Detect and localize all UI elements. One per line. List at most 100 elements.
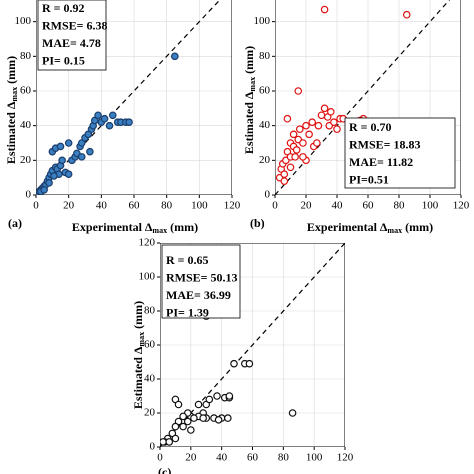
y-axis-label-main: Estimated Δ <box>4 101 18 164</box>
y-axis-label-unit: (mm) <box>4 56 18 87</box>
x-tick-label: 60 <box>129 200 141 212</box>
y-tick-label: 40 <box>259 119 271 131</box>
x-axis-label-main: Experimental Δ <box>307 220 388 234</box>
x-axis-label-sub: max <box>152 226 167 235</box>
plot-area <box>36 0 232 195</box>
point <box>230 359 238 368</box>
point <box>190 414 198 422</box>
point <box>171 422 180 431</box>
x-axis-label-sub: max <box>387 226 402 235</box>
y-axis-label-main: Estimated Δ <box>131 346 145 409</box>
x-axis-label-unit: (mm) <box>167 220 198 234</box>
x-tick-label: 100 <box>422 200 439 212</box>
stats-text: R = 0.65 <box>166 253 209 267</box>
point <box>294 87 303 95</box>
y-tick-label: 60 <box>20 85 32 97</box>
point <box>108 111 117 120</box>
point <box>165 438 174 446</box>
point <box>50 172 58 180</box>
point <box>299 139 307 147</box>
point <box>289 130 298 139</box>
x-tick-label: 40 <box>96 200 108 212</box>
point <box>286 163 295 172</box>
y-axis-label-sub: max <box>248 77 257 92</box>
point <box>125 118 133 127</box>
point <box>105 121 114 130</box>
point <box>77 139 86 147</box>
y-axis-label-unit: (mm) <box>242 46 256 77</box>
y-tick-label: 0 <box>150 441 156 453</box>
point <box>224 414 232 422</box>
stats-text: MAE= 11.82 <box>349 155 413 169</box>
stats-text: PI= 1.39 <box>166 305 209 319</box>
x-tick-label: 100 <box>306 452 323 464</box>
y-tick-label: 80 <box>20 50 32 62</box>
point <box>245 359 254 368</box>
x-axis-label-main: Experimental Δ <box>72 220 153 234</box>
point <box>40 186 48 194</box>
point <box>199 414 207 422</box>
y-tick-label: 0 <box>265 189 271 201</box>
point <box>64 139 73 147</box>
stats-text: R = 0.92 <box>42 1 85 15</box>
point <box>299 153 307 161</box>
y-axis-label-main: Estimated Δ <box>242 91 256 154</box>
point <box>225 392 234 400</box>
x-axis-label: Experimental Δmax (mm) <box>72 220 198 235</box>
point <box>84 130 93 139</box>
point <box>171 434 180 443</box>
point <box>280 170 289 179</box>
point <box>288 409 297 417</box>
panel-label: (a) <box>8 216 22 230</box>
point <box>320 5 329 14</box>
y-axis-label: Estimated Δmax (mm) <box>4 56 19 164</box>
point <box>213 392 221 400</box>
y-axis-label-sub: max <box>10 87 19 102</box>
x-axis-label-unit: (mm) <box>402 220 433 234</box>
x-tick-label: 120 <box>224 200 241 212</box>
point <box>94 111 102 120</box>
y-tick-label: 20 <box>144 407 156 419</box>
point <box>292 146 301 154</box>
plot-area <box>160 243 345 447</box>
plot-area <box>275 0 461 195</box>
point <box>100 114 109 123</box>
y-tick-label: 80 <box>144 305 156 317</box>
point <box>326 108 335 116</box>
y-tick-label: 100 <box>15 15 32 27</box>
point <box>314 121 323 130</box>
x-tick-label: 60 <box>363 200 375 212</box>
point <box>205 395 214 404</box>
point <box>302 121 310 130</box>
point <box>291 153 299 161</box>
point <box>308 118 317 127</box>
point <box>58 156 66 165</box>
point <box>295 125 304 133</box>
point <box>305 130 313 139</box>
point <box>64 170 73 179</box>
stats-text: PI= 0.15 <box>42 53 85 67</box>
x-tick-label: 0 <box>272 200 278 212</box>
stats-text: R = 0.70 <box>349 120 392 134</box>
point <box>194 400 203 409</box>
y-tick-label: 60 <box>259 85 271 97</box>
point <box>320 104 329 113</box>
point <box>330 118 338 127</box>
y-axis-label: Estimated Δmax (mm) <box>242 46 257 154</box>
stats-box <box>37 0 107 71</box>
stats-box <box>161 244 241 319</box>
y-tick-label: 0 <box>26 189 32 201</box>
x-tick-label: 40 <box>332 200 344 212</box>
point <box>187 426 195 434</box>
y-tick-label: 120 <box>139 237 156 249</box>
stats-text: MAE= 4.78 <box>42 36 101 50</box>
y-tick-label: 20 <box>259 154 271 166</box>
point <box>56 142 65 151</box>
point <box>402 10 411 19</box>
x-tick-label: 20 <box>185 452 197 464</box>
y-tick-label: 80 <box>259 50 271 62</box>
stats-text: RMSE= 6.38 <box>42 18 108 32</box>
y-tick-label: 100 <box>139 271 156 283</box>
y-tick-label: 20 <box>20 154 32 166</box>
stats-text: RMSE= 50.13 <box>166 270 238 284</box>
